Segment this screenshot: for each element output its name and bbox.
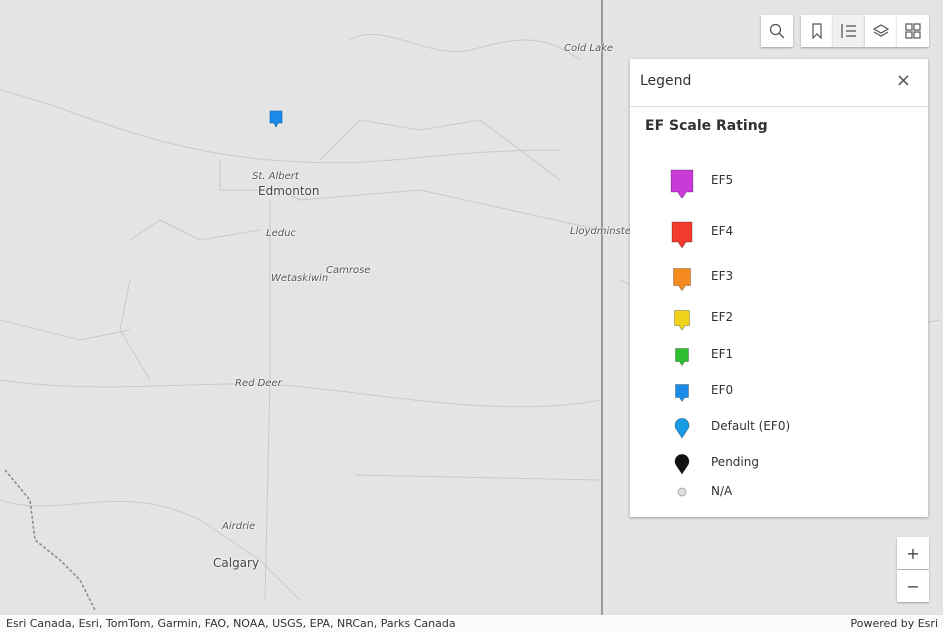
place-label: Wetaskiwin — [271, 273, 329, 284]
search-button[interactable] — [761, 15, 793, 47]
legend-label: EF3 — [711, 269, 734, 283]
attribution-bar: Esri Canada, Esri, TomTom, Garmin, FAO, … — [0, 615, 943, 632]
legend-label: EF0 — [711, 383, 734, 397]
legend-label: EF4 — [711, 224, 734, 238]
place-label: Cold Lake — [564, 43, 614, 54]
layers-button[interactable] — [865, 15, 897, 47]
legend-symbol — [674, 454, 690, 475]
legend-label: N/A — [711, 484, 733, 498]
legend-symbol — [675, 384, 689, 403]
legend-symbol — [675, 348, 689, 367]
legend-label: EF1 — [711, 347, 734, 361]
basemap-button[interactable] — [897, 15, 929, 47]
legend-symbol — [674, 418, 690, 439]
layer-title: EF Scale Rating — [645, 118, 768, 134]
legend-symbol — [673, 268, 691, 292]
legend-label: Default (EF0) — [711, 419, 791, 433]
place-label: Lloydminster — [570, 226, 635, 237]
legend-symbol — [674, 310, 690, 331]
attribution: Esri Canada, Esri, TomTom, Garmin, FAO, … — [6, 617, 456, 630]
zoom-in[interactable]: + — [897, 537, 929, 569]
divider — [630, 106, 928, 107]
place-label: Edmonton — [258, 184, 320, 198]
close-button[interactable]: × — [895, 70, 911, 91]
powered-by: Powered by Esri — [850, 617, 938, 630]
place-label: Camrose — [326, 265, 371, 276]
bookmarks-button[interactable] — [801, 15, 833, 47]
legend-symbol — [671, 221, 693, 249]
legend-symbol — [677, 487, 687, 497]
legend-button[interactable] — [833, 15, 865, 47]
place-label: St. Albert — [252, 171, 299, 182]
legend-label: EF2 — [711, 310, 734, 324]
legend-panel: Legend × EF Scale Rating EF5 EF4 EF3 EF2 EF1… — [630, 59, 928, 517]
legend-symbol — [670, 169, 694, 198]
legend-title: Legend — [640, 73, 692, 89]
place-label: Leduc — [266, 228, 296, 239]
zoom-out[interactable]: − — [897, 570, 929, 602]
map-marker[interactable] — [269, 110, 283, 128]
legend-label: EF5 — [711, 173, 734, 187]
place-label: Airdrie — [222, 521, 256, 532]
legend-label: Pending — [711, 455, 759, 469]
place-label: Calgary — [213, 556, 260, 570]
place-label: Red Deer — [235, 378, 282, 389]
